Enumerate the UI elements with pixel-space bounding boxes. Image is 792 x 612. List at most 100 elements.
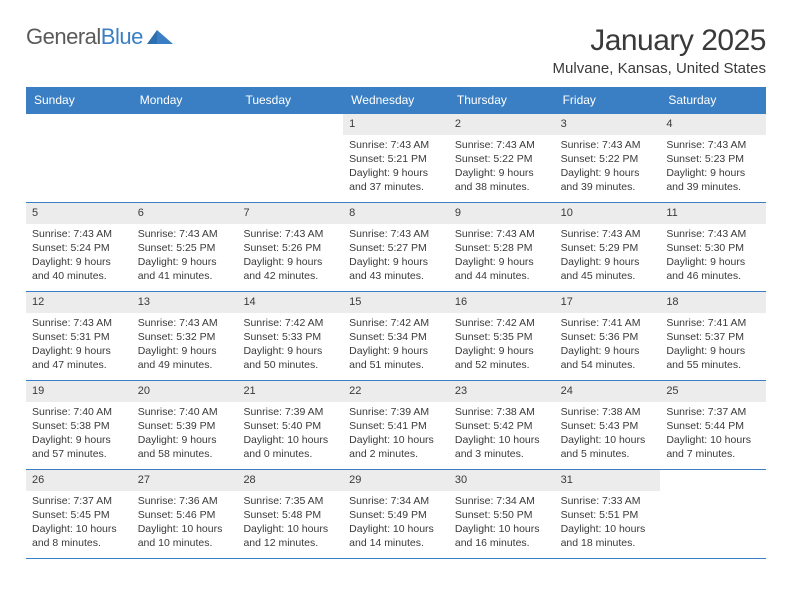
weekday-header: Friday (555, 87, 661, 113)
day-data: Sunrise: 7:43 AMSunset: 5:28 PMDaylight:… (449, 224, 555, 288)
weekday-header: Sunday (26, 87, 132, 113)
day-number: 27 (132, 470, 238, 491)
calendar-cell: 5Sunrise: 7:43 AMSunset: 5:24 PMDaylight… (26, 203, 132, 291)
day-data: Sunrise: 7:43 AMSunset: 5:31 PMDaylight:… (26, 313, 132, 377)
day-number: 22 (343, 381, 449, 402)
sunrise-line: Sunrise: 7:43 AM (32, 227, 126, 241)
day-data: Sunrise: 7:43 AMSunset: 5:21 PMDaylight:… (343, 135, 449, 199)
logo: GeneralBlue (26, 24, 175, 50)
daylight-line: Daylight: 10 hours and 14 minutes. (349, 522, 443, 550)
day-data: Sunrise: 7:35 AMSunset: 5:48 PMDaylight:… (237, 491, 343, 555)
daylight-line: Daylight: 10 hours and 18 minutes. (561, 522, 655, 550)
day-data: Sunrise: 7:33 AMSunset: 5:51 PMDaylight:… (555, 491, 661, 555)
daylight-line: Daylight: 10 hours and 5 minutes. (561, 433, 655, 461)
weekday-header: Wednesday (343, 87, 449, 113)
day-number: 30 (449, 470, 555, 491)
day-data: Sunrise: 7:43 AMSunset: 5:30 PMDaylight:… (660, 224, 766, 288)
calendar-cell: 30Sunrise: 7:34 AMSunset: 5:50 PMDayligh… (449, 470, 555, 558)
calendar-row: 19Sunrise: 7:40 AMSunset: 5:38 PMDayligh… (26, 380, 766, 469)
calendar-cell: 4Sunrise: 7:43 AMSunset: 5:23 PMDaylight… (660, 114, 766, 202)
day-number: 13 (132, 292, 238, 313)
day-number: 24 (555, 381, 661, 402)
day-number: 25 (660, 381, 766, 402)
calendar-cell: 28Sunrise: 7:35 AMSunset: 5:48 PMDayligh… (237, 470, 343, 558)
sunrise-line: Sunrise: 7:38 AM (455, 405, 549, 419)
sunrise-line: Sunrise: 7:41 AM (561, 316, 655, 330)
sunset-line: Sunset: 5:43 PM (561, 419, 655, 433)
daylight-line: Daylight: 10 hours and 12 minutes. (243, 522, 337, 550)
calendar-cell (132, 114, 238, 202)
daylight-line: Daylight: 9 hours and 54 minutes. (561, 344, 655, 372)
sunrise-line: Sunrise: 7:43 AM (138, 227, 232, 241)
calendar-cell: 10Sunrise: 7:43 AMSunset: 5:29 PMDayligh… (555, 203, 661, 291)
daylight-line: Daylight: 9 hours and 49 minutes. (138, 344, 232, 372)
page-header: GeneralBlue January 2025 Mulvane, Kansas… (26, 24, 766, 77)
sunrise-line: Sunrise: 7:37 AM (32, 494, 126, 508)
calendar-cell: 14Sunrise: 7:42 AMSunset: 5:33 PMDayligh… (237, 292, 343, 380)
day-number-empty (237, 114, 343, 135)
calendar-cell: 8Sunrise: 7:43 AMSunset: 5:27 PMDaylight… (343, 203, 449, 291)
calendar-cell: 6Sunrise: 7:43 AMSunset: 5:25 PMDaylight… (132, 203, 238, 291)
sunrise-line: Sunrise: 7:43 AM (349, 227, 443, 241)
day-data: Sunrise: 7:39 AMSunset: 5:41 PMDaylight:… (343, 402, 449, 466)
sunrise-line: Sunrise: 7:43 AM (349, 138, 443, 152)
sunrise-line: Sunrise: 7:41 AM (666, 316, 760, 330)
day-data: Sunrise: 7:39 AMSunset: 5:40 PMDaylight:… (237, 402, 343, 466)
calendar-cell: 17Sunrise: 7:41 AMSunset: 5:36 PMDayligh… (555, 292, 661, 380)
calendar-cell: 20Sunrise: 7:40 AMSunset: 5:39 PMDayligh… (132, 381, 238, 469)
day-number: 5 (26, 203, 132, 224)
day-number: 28 (237, 470, 343, 491)
sunset-line: Sunset: 5:38 PM (32, 419, 126, 433)
day-number: 23 (449, 381, 555, 402)
calendar-cell (660, 470, 766, 558)
day-data: Sunrise: 7:43 AMSunset: 5:25 PMDaylight:… (132, 224, 238, 288)
day-number: 31 (555, 470, 661, 491)
day-data: Sunrise: 7:40 AMSunset: 5:38 PMDaylight:… (26, 402, 132, 466)
calendar-cell: 21Sunrise: 7:39 AMSunset: 5:40 PMDayligh… (237, 381, 343, 469)
weekday-header: Saturday (660, 87, 766, 113)
calendar-cell: 11Sunrise: 7:43 AMSunset: 5:30 PMDayligh… (660, 203, 766, 291)
sunset-line: Sunset: 5:23 PM (666, 152, 760, 166)
day-data: Sunrise: 7:36 AMSunset: 5:46 PMDaylight:… (132, 491, 238, 555)
day-number: 12 (26, 292, 132, 313)
sunset-line: Sunset: 5:27 PM (349, 241, 443, 255)
daylight-line: Daylight: 9 hours and 43 minutes. (349, 255, 443, 283)
calendar-cell: 9Sunrise: 7:43 AMSunset: 5:28 PMDaylight… (449, 203, 555, 291)
calendar-cell (26, 114, 132, 202)
logo-mark-icon (147, 24, 175, 50)
day-number: 4 (660, 114, 766, 135)
calendar-cell: 26Sunrise: 7:37 AMSunset: 5:45 PMDayligh… (26, 470, 132, 558)
daylight-line: Daylight: 10 hours and 10 minutes. (138, 522, 232, 550)
calendar-row: 26Sunrise: 7:37 AMSunset: 5:45 PMDayligh… (26, 469, 766, 559)
sunset-line: Sunset: 5:51 PM (561, 508, 655, 522)
sunset-line: Sunset: 5:29 PM (561, 241, 655, 255)
day-data: Sunrise: 7:42 AMSunset: 5:35 PMDaylight:… (449, 313, 555, 377)
sunrise-line: Sunrise: 7:36 AM (138, 494, 232, 508)
sunset-line: Sunset: 5:39 PM (138, 419, 232, 433)
sunset-line: Sunset: 5:21 PM (349, 152, 443, 166)
calendar-cell: 13Sunrise: 7:43 AMSunset: 5:32 PMDayligh… (132, 292, 238, 380)
daylight-line: Daylight: 10 hours and 16 minutes. (455, 522, 549, 550)
sunset-line: Sunset: 5:32 PM (138, 330, 232, 344)
sunrise-line: Sunrise: 7:43 AM (666, 227, 760, 241)
daylight-line: Daylight: 10 hours and 2 minutes. (349, 433, 443, 461)
day-data: Sunrise: 7:43 AMSunset: 5:27 PMDaylight:… (343, 224, 449, 288)
calendar-cell: 31Sunrise: 7:33 AMSunset: 5:51 PMDayligh… (555, 470, 661, 558)
calendar-cell: 22Sunrise: 7:39 AMSunset: 5:41 PMDayligh… (343, 381, 449, 469)
calendar-cell: 7Sunrise: 7:43 AMSunset: 5:26 PMDaylight… (237, 203, 343, 291)
calendar-cell: 18Sunrise: 7:41 AMSunset: 5:37 PMDayligh… (660, 292, 766, 380)
daylight-line: Daylight: 9 hours and 45 minutes. (561, 255, 655, 283)
day-number: 14 (237, 292, 343, 313)
day-data: Sunrise: 7:42 AMSunset: 5:33 PMDaylight:… (237, 313, 343, 377)
day-number: 15 (343, 292, 449, 313)
sunrise-line: Sunrise: 7:42 AM (349, 316, 443, 330)
day-number: 7 (237, 203, 343, 224)
sunrise-line: Sunrise: 7:43 AM (561, 138, 655, 152)
day-data: Sunrise: 7:37 AMSunset: 5:45 PMDaylight:… (26, 491, 132, 555)
calendar-cell: 1Sunrise: 7:43 AMSunset: 5:21 PMDaylight… (343, 114, 449, 202)
weekday-header: Tuesday (237, 87, 343, 113)
day-number: 9 (449, 203, 555, 224)
daylight-line: Daylight: 9 hours and 58 minutes. (138, 433, 232, 461)
calendar-cell: 19Sunrise: 7:40 AMSunset: 5:38 PMDayligh… (26, 381, 132, 469)
calendar-row: 1Sunrise: 7:43 AMSunset: 5:21 PMDaylight… (26, 113, 766, 202)
